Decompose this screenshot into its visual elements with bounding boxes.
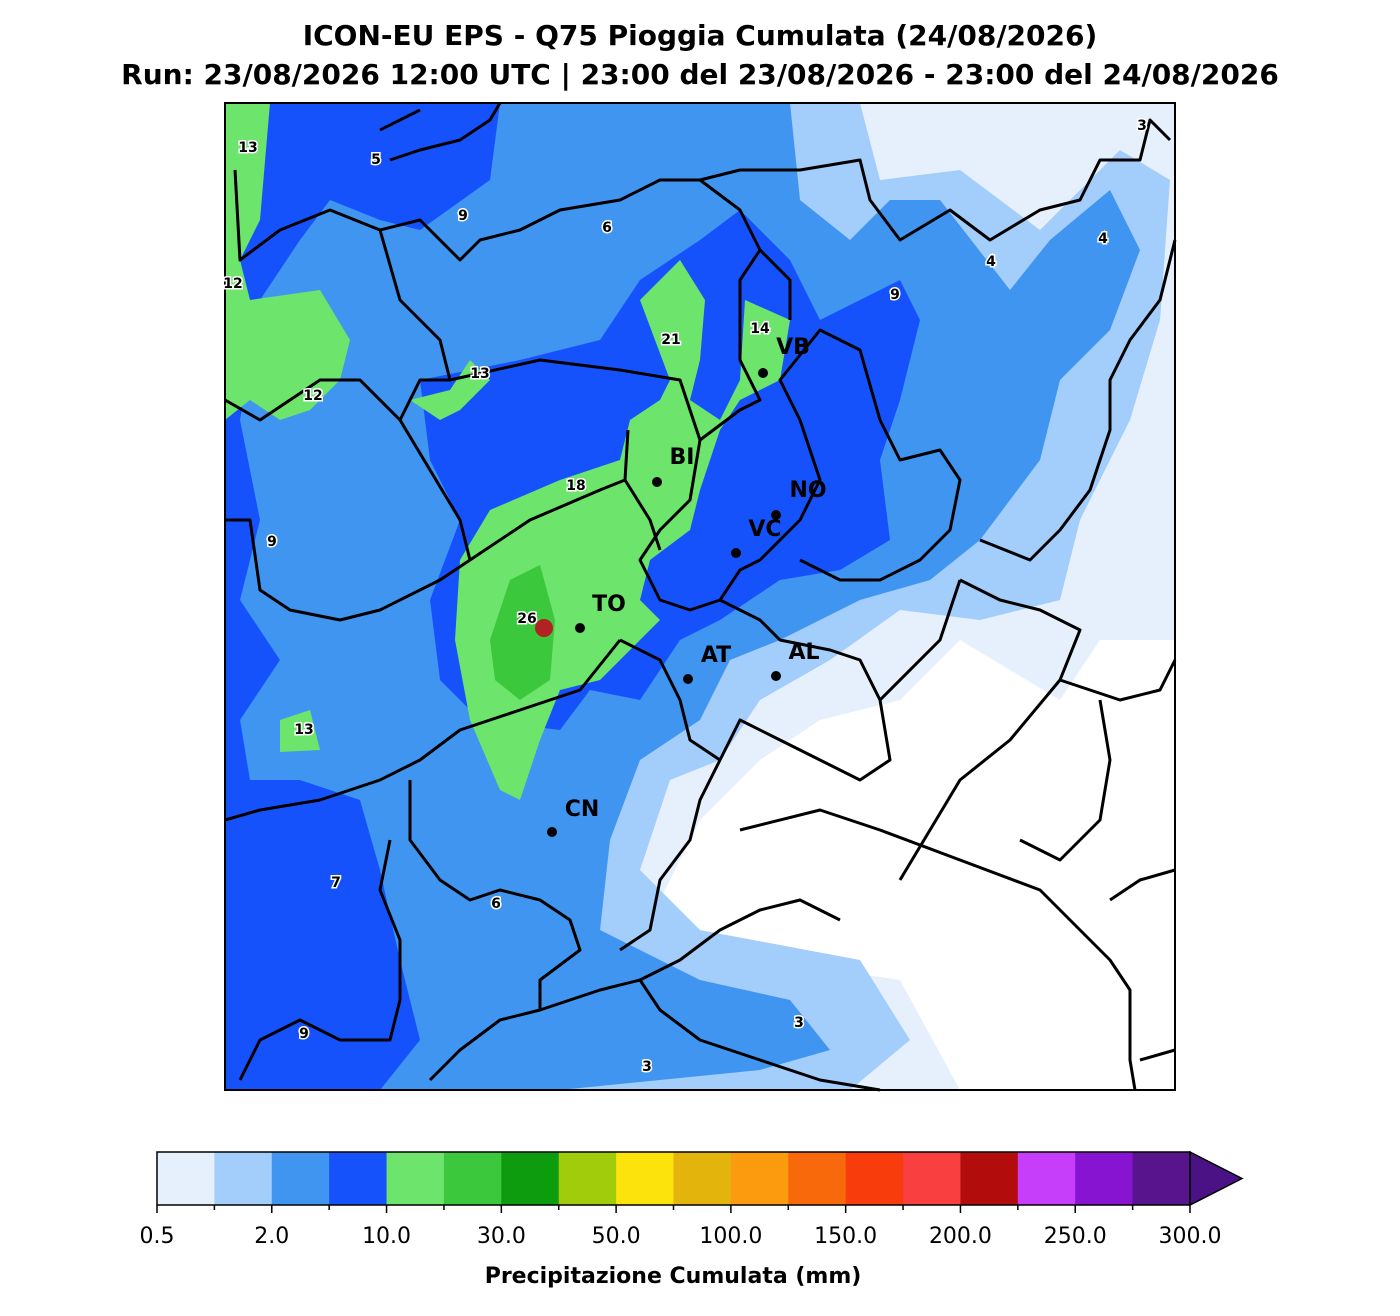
city-label: AT <box>701 643 731 668</box>
colorbar-tick-label: 300.0 <box>1159 1224 1222 1249</box>
map-frame <box>224 102 1176 1091</box>
contour-label: 5 <box>371 152 381 168</box>
contour-label: 26 <box>517 611 536 627</box>
contour-label: 9 <box>890 287 900 303</box>
city-label: CN <box>565 797 600 822</box>
colorbar-tick-label: 50.0 <box>592 1224 641 1249</box>
colorbar-segment <box>1132 1152 1191 1205</box>
city-label: BI <box>670 445 695 470</box>
city-label: VB <box>776 335 810 360</box>
city-dot <box>683 674 693 684</box>
title: ICON-EU EPS - Q75 Pioggia Cumulata (24/0… <box>303 19 1098 52</box>
precip-field <box>225 103 1175 1090</box>
colorbar-segment <box>386 1152 445 1205</box>
city-dot <box>771 671 781 681</box>
contour-label: 14 <box>750 321 770 337</box>
colorbar-segment <box>329 1152 388 1205</box>
colorbar-segment <box>558 1152 617 1205</box>
colorbar-tick-label: 2.0 <box>254 1224 289 1249</box>
city-dot <box>547 827 557 837</box>
colorbar-segment <box>443 1152 502 1205</box>
city-dot <box>731 548 741 558</box>
contour-labels: 13 5 9 6 3 4 4 9 12 14 21 13 12 18 9 26 13 7 6 3 9 3 <box>222 117 1149 1077</box>
colorbar-tick-label: 200.0 <box>929 1224 992 1249</box>
contour-label: 13 <box>470 366 489 382</box>
contour-label: 6 <box>491 896 501 912</box>
contour-label: 7 <box>331 875 341 891</box>
colorbar-tick-label: 0.5 <box>140 1224 175 1249</box>
colorbar-segment <box>157 1152 215 1205</box>
colorbar-segment <box>788 1152 847 1205</box>
city-label: NO <box>789 478 826 503</box>
colorbar-tick-label: 100.0 <box>699 1224 762 1249</box>
colorbar-segment <box>1017 1152 1076 1205</box>
contour-label: 21 <box>661 332 680 348</box>
colorbar-segment <box>960 1152 1019 1205</box>
city-label: AL <box>788 640 819 665</box>
contour-label: 13 <box>294 722 313 738</box>
colorbar-segment <box>271 1152 330 1205</box>
borders <box>224 102 1177 1092</box>
cities: VB BI NO VC TO AT AL CN <box>535 335 827 837</box>
city-dot <box>575 623 585 633</box>
contour-label: 6 <box>602 220 612 236</box>
contour-label: 4 <box>1098 231 1108 247</box>
city-dot <box>758 368 768 378</box>
colorbar-segment <box>1075 1152 1134 1205</box>
contour-label: 12 <box>303 388 322 404</box>
contour-label: 13 <box>238 140 257 156</box>
contour-label: 12 <box>223 276 242 292</box>
contour-label: 4 <box>986 254 996 270</box>
colorbar-segment <box>616 1152 674 1205</box>
contour-label: 9 <box>299 1026 309 1042</box>
subtitle: Run: 23/08/2026 12:00 UTC | 23:00 del 23… <box>121 58 1279 91</box>
contour-label: 3 <box>1137 118 1147 134</box>
colorbar-tick-label: 10.0 <box>362 1224 411 1249</box>
city-label: TO <box>592 592 626 617</box>
colorbar-segment <box>903 1152 961 1205</box>
colorbar: 0.5 2.0 10.0 30.0 50.0 100.0 150.0 200.0 250.0 30… <box>140 1150 1244 1249</box>
colorbar-segment <box>673 1152 732 1205</box>
colorbar-extend <box>1189 1150 1244 1207</box>
colorbar-segment <box>501 1152 560 1205</box>
city-dot <box>771 510 781 520</box>
contour-label: 3 <box>794 1015 804 1031</box>
contour-label: 18 <box>566 478 585 494</box>
contour-label: 9 <box>458 208 468 224</box>
colorbar-label: Precipitazione Cumulata (mm) <box>485 1264 862 1289</box>
colorbar-tick-label: 30.0 <box>477 1224 526 1249</box>
city-dot <box>652 477 662 487</box>
contour-label: 9 <box>267 534 277 550</box>
max-marker <box>535 619 553 637</box>
contour-label: 3 <box>642 1059 652 1075</box>
colorbar-tick-label: 150.0 <box>814 1224 877 1249</box>
city-label: VC <box>748 517 781 542</box>
colorbar-segment <box>214 1152 273 1205</box>
colorbar-segment <box>730 1152 789 1205</box>
colorbar-tick-label: 250.0 <box>1044 1224 1107 1249</box>
colorbar-segment <box>845 1152 904 1205</box>
